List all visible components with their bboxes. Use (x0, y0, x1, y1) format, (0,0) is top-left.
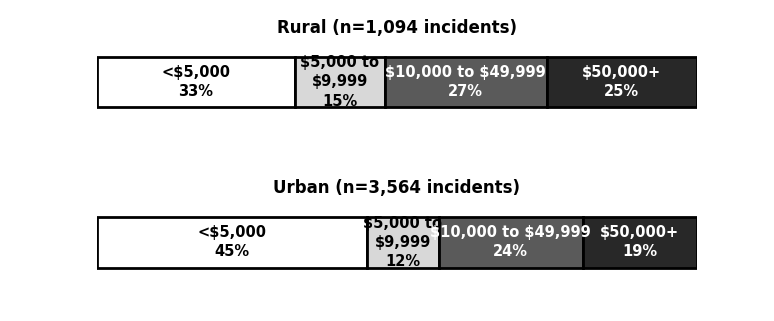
Text: \$50,000+
25%: \$50,000+ 25% (582, 65, 661, 99)
Bar (385, 56, 546, 107)
Text: \$50,000+
19%: \$50,000+ 19% (600, 225, 679, 259)
Bar (367, 217, 439, 268)
Bar (546, 56, 697, 107)
Title: Urban (n=3,564 incidents): Urban (n=3,564 incidents) (273, 179, 520, 197)
Bar (97, 56, 295, 107)
Bar (439, 217, 583, 268)
Text: \$10,000 to \$49,999
27%: \$10,000 to \$49,999 27% (385, 65, 546, 99)
Text: <\$5,000
33%: <\$5,000 33% (161, 65, 230, 99)
Text: \$10,000 to \$49,999
24%: \$10,000 to \$49,999 24% (430, 225, 591, 259)
Title: Rural (n=1,094 incidents): Rural (n=1,094 incidents) (276, 19, 517, 37)
Bar (583, 217, 697, 268)
Text: \$5,000 to
\$9,999
12%: \$5,000 to \$9,999 12% (363, 216, 442, 269)
Text: <\$5,000
45%: <\$5,000 45% (197, 225, 266, 259)
Bar (97, 217, 367, 268)
Text: \$5,000 to
\$9,999
15%: \$5,000 to \$9,999 15% (300, 55, 379, 108)
Bar (295, 56, 385, 107)
